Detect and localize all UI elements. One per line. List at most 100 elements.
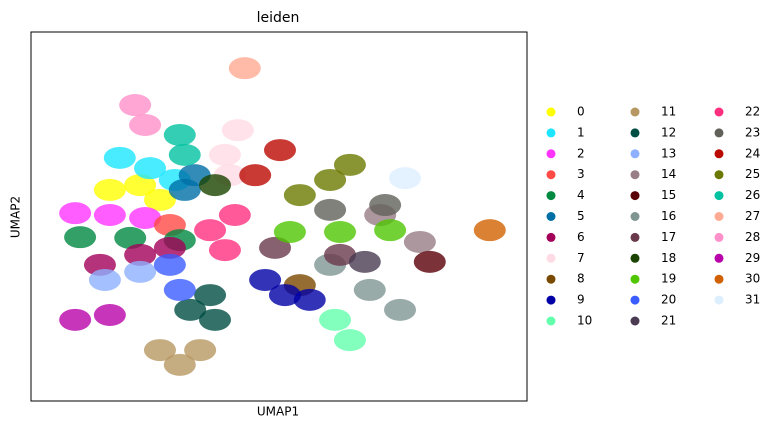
legend-marker (630, 107, 640, 117)
cluster-point (473, 219, 506, 242)
cluster-point (93, 304, 126, 327)
cluster-point (218, 204, 251, 227)
legend-marker (714, 232, 724, 242)
legend-marker (630, 191, 640, 201)
cluster-point (384, 298, 417, 321)
legend-marker (630, 212, 640, 221)
legend-label: 6 (577, 230, 585, 244)
legend-label: 11 (661, 105, 676, 119)
cluster-point (163, 123, 196, 146)
legend-label: 25 (745, 167, 760, 181)
cluster-point (208, 239, 241, 262)
legend-label: 19 (661, 272, 676, 286)
cluster-point (208, 143, 241, 166)
legend-marker (714, 128, 724, 138)
cluster-point (194, 219, 227, 242)
cluster-point (153, 236, 186, 259)
legend-label: 2 (577, 146, 585, 160)
legend-label: 5 (577, 209, 585, 223)
cluster-point (374, 219, 407, 242)
legend-marker (546, 295, 556, 305)
cluster-point (283, 184, 316, 207)
legend-marker (630, 149, 640, 159)
legend-marker (546, 316, 556, 326)
legend-marker (546, 149, 556, 159)
cluster-point (163, 353, 196, 376)
legend-marker (630, 232, 640, 242)
cluster-point (59, 308, 92, 331)
cluster-point (124, 243, 157, 266)
legend-label: 16 (661, 209, 676, 223)
legend-marker (630, 274, 640, 284)
cluster-point (163, 278, 196, 301)
cluster-point (273, 220, 306, 243)
cluster-point (199, 174, 232, 197)
cluster-point (314, 198, 347, 221)
cluster-point (129, 113, 162, 136)
cluster-point (228, 57, 261, 80)
cluster-point (403, 230, 436, 253)
legend-marker (714, 107, 724, 117)
cluster-point (249, 268, 282, 291)
cluster-point (59, 202, 92, 225)
cluster-point (263, 139, 296, 162)
legend-marker (630, 316, 640, 326)
cluster-point (143, 188, 176, 211)
cluster-point (268, 284, 301, 307)
cluster-point (194, 284, 227, 307)
cluster-point (184, 339, 217, 362)
legend-label: 1 (577, 125, 585, 139)
legend-marker (546, 128, 556, 138)
cluster-point (103, 146, 136, 169)
x-axis-label: UMAP1 (257, 405, 299, 419)
plot-frame (30, 31, 528, 402)
legend-label: 12 (661, 125, 676, 139)
cluster-point (124, 260, 157, 283)
cluster-point (324, 220, 357, 243)
points (59, 57, 506, 376)
legend-marker (630, 128, 640, 138)
legend-label: 9 (577, 293, 585, 307)
legend-label: 13 (661, 146, 676, 160)
legend-label: 0 (577, 105, 585, 119)
legend-label: 7 (577, 251, 585, 265)
legend-marker (630, 253, 640, 263)
cluster-point (333, 153, 366, 176)
legend: 0123456789101112131415161718192021222324… (546, 105, 760, 328)
cluster-point (129, 206, 162, 229)
cluster-point (221, 119, 254, 142)
legend-label: 31 (745, 293, 760, 307)
cluster-point (93, 204, 126, 227)
cluster-point (293, 288, 326, 311)
legend-label: 15 (661, 188, 676, 202)
legend-label: 17 (661, 230, 676, 244)
legend-label: 29 (745, 251, 760, 265)
legend-marker (546, 212, 556, 221)
legend-marker (546, 191, 556, 201)
cluster-point (348, 250, 381, 273)
legend-label: 28 (745, 230, 760, 244)
legend-marker (630, 170, 640, 180)
cluster-point (319, 308, 352, 331)
y-axis-label: UMAP2 (9, 196, 23, 238)
cluster-point (413, 250, 446, 273)
legend-marker (714, 212, 724, 221)
legend-marker (630, 295, 640, 305)
legend-marker (714, 170, 724, 180)
legend-label: 24 (745, 146, 760, 160)
legend-label: 27 (745, 209, 760, 223)
cluster-point (314, 168, 347, 191)
cluster-point (199, 308, 232, 331)
legend-label: 26 (745, 188, 760, 202)
legend-label: 3 (577, 167, 585, 181)
cluster-point (369, 194, 402, 217)
cluster-point (88, 268, 121, 291)
cluster-point (153, 253, 186, 276)
legend-marker (714, 191, 724, 201)
legend-marker (714, 149, 724, 159)
cluster-point (119, 94, 152, 117)
legend-label: 8 (577, 272, 585, 286)
cluster-point (168, 143, 201, 166)
legend-label: 10 (577, 314, 592, 328)
